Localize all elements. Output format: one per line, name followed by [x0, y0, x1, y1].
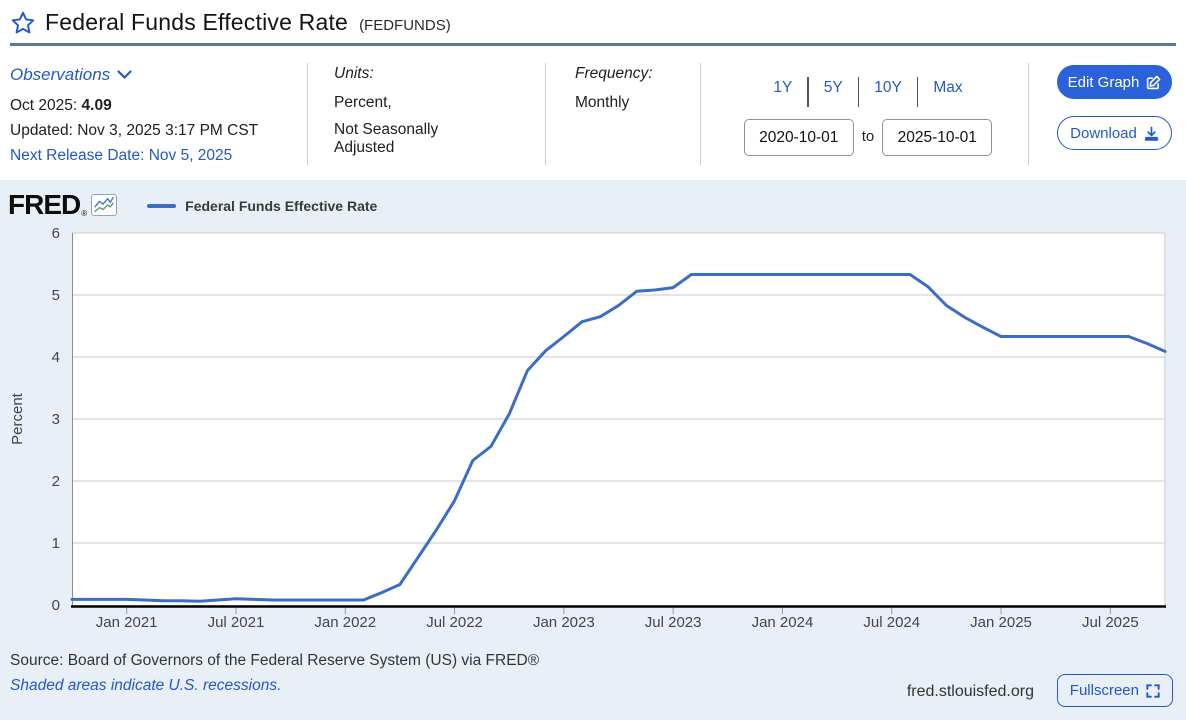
x-tick-label: Jul 2023: [645, 614, 702, 631]
title-divider: [10, 43, 1176, 46]
y-tick-label: 4: [52, 349, 60, 366]
download-label: Download: [1070, 124, 1137, 142]
x-tick-label: Jul 2025: [1082, 614, 1139, 631]
legend-series-label: Federal Funds Effective Rate: [185, 198, 378, 214]
source-attribution: Source: Board of Governors of the Federa…: [10, 652, 540, 669]
fedfunds-line-chart[interactable]: Jan 2021 Jul 2021 Jan 2022 Jul 2022 Jan 2023…: [0, 225, 1186, 650]
series-line: [70, 273, 1167, 603]
x-tick-label: Jul 2024: [863, 614, 920, 631]
range-column: 1Y 5Y 10Y Max to: [712, 61, 1024, 156]
range-separator: [916, 77, 919, 107]
date-range-row: to: [712, 119, 1024, 156]
range-selector: 1Y 5Y 10Y Max: [712, 69, 1024, 107]
units-column: Units: Percent, Not Seasonally Adjusted: [334, 61, 484, 157]
download-button[interactable]: Download: [1057, 116, 1172, 150]
range-separator: [857, 77, 860, 107]
edit-icon: [1147, 75, 1161, 89]
range-5y[interactable]: 5Y: [823, 79, 843, 97]
chart-brand-row: FRED ® Federal Funds Effective Rate: [8, 189, 377, 221]
fred-registered-mark: ®: [81, 209, 88, 218]
fred-logo[interactable]: FRED: [8, 189, 81, 220]
meta-separator: [545, 63, 546, 165]
y-tick-label: 2: [52, 473, 60, 490]
range-1y[interactable]: 1Y: [773, 79, 793, 97]
units-value: Percent,: [334, 94, 392, 112]
page-title: Federal Funds Effective Rate: [45, 9, 349, 35]
meta-separator: [1028, 63, 1029, 165]
y-tick-label: 3: [52, 411, 60, 428]
x-tick-label: Jan 2021: [96, 614, 158, 631]
range-separator: [807, 77, 809, 107]
meta-separator: [700, 63, 701, 165]
latest-value: 4.09: [81, 96, 112, 114]
x-tick-label: Jan 2022: [314, 614, 376, 631]
series-ticker: (FEDFUNDS): [359, 16, 451, 34]
date-from-input[interactable]: [743, 119, 854, 156]
latest-observation: Oct 2025: 4.09: [10, 96, 112, 114]
units-adjustment: Not Seasonally Adjusted: [334, 121, 439, 157]
y-axis-title: Percent: [9, 392, 26, 445]
x-tick-label: Jan 2025: [970, 614, 1032, 631]
actions-column: Edit Graph Download: [1057, 61, 1175, 150]
x-tick-label: Jan 2024: [752, 614, 814, 631]
range-max[interactable]: Max: [933, 79, 963, 97]
chart-legend: Federal Funds Effective Rate: [147, 198, 377, 214]
download-icon: [1144, 126, 1159, 141]
legend-line-swatch: [147, 204, 177, 208]
edit-graph-label: Edit Graph: [1067, 73, 1140, 91]
header: Federal Funds Effective Rate (FEDFUNDS): [0, 0, 1186, 36]
frequency-column: Frequency: Monthly: [575, 61, 695, 115]
date-to-label: to: [861, 128, 875, 146]
fullscreen-icon: [1146, 683, 1160, 698]
x-tick-label: Jul 2022: [426, 614, 483, 631]
observations-label: Observations: [10, 65, 111, 84]
units-label: Units:: [334, 65, 374, 82]
observations-dropdown[interactable]: Observations: [10, 61, 258, 89]
x-tick-label: Jul 2021: [208, 614, 265, 631]
meta-bar: Observations Oct 2025: 4.09 Updated: Nov…: [0, 61, 1186, 183]
edit-graph-button[interactable]: Edit Graph: [1057, 65, 1172, 99]
sparkline-icon: [91, 194, 118, 216]
recessions-note-link[interactable]: Shaded areas indicate U.S. recessions.: [10, 677, 282, 694]
range-10y[interactable]: 10Y: [874, 79, 902, 97]
observations-column: Observations Oct 2025: 4.09 Updated: Nov…: [10, 61, 258, 168]
site-url: fred.stlouisfed.org: [906, 683, 1034, 700]
fullscreen-label: Fullscreen: [1069, 682, 1139, 699]
next-release-link[interactable]: Next Release Date: Nov 5, 2025: [10, 146, 233, 164]
y-tick-label: 5: [52, 287, 60, 304]
chevron-down-icon: [117, 70, 132, 79]
x-tick-label: Jan 2023: [533, 614, 595, 631]
updated-timestamp: Updated: Nov 3, 2025 3:17 PM CST: [10, 121, 259, 139]
chart-section: FRED ® Federal Funds Effective Rate Jan …: [0, 180, 1186, 720]
meta-separator: [307, 63, 308, 165]
date-to-input[interactable]: [882, 119, 993, 156]
favorite-star-icon[interactable]: [10, 10, 36, 36]
frequency-label: Frequency:: [575, 65, 653, 82]
y-tick-label: 1: [52, 535, 60, 552]
fullscreen-button[interactable]: Fullscreen: [1056, 674, 1173, 707]
frequency-value: Monthly: [575, 94, 630, 112]
y-tick-label: 6: [52, 225, 60, 242]
y-tick-label: 0: [52, 597, 60, 614]
